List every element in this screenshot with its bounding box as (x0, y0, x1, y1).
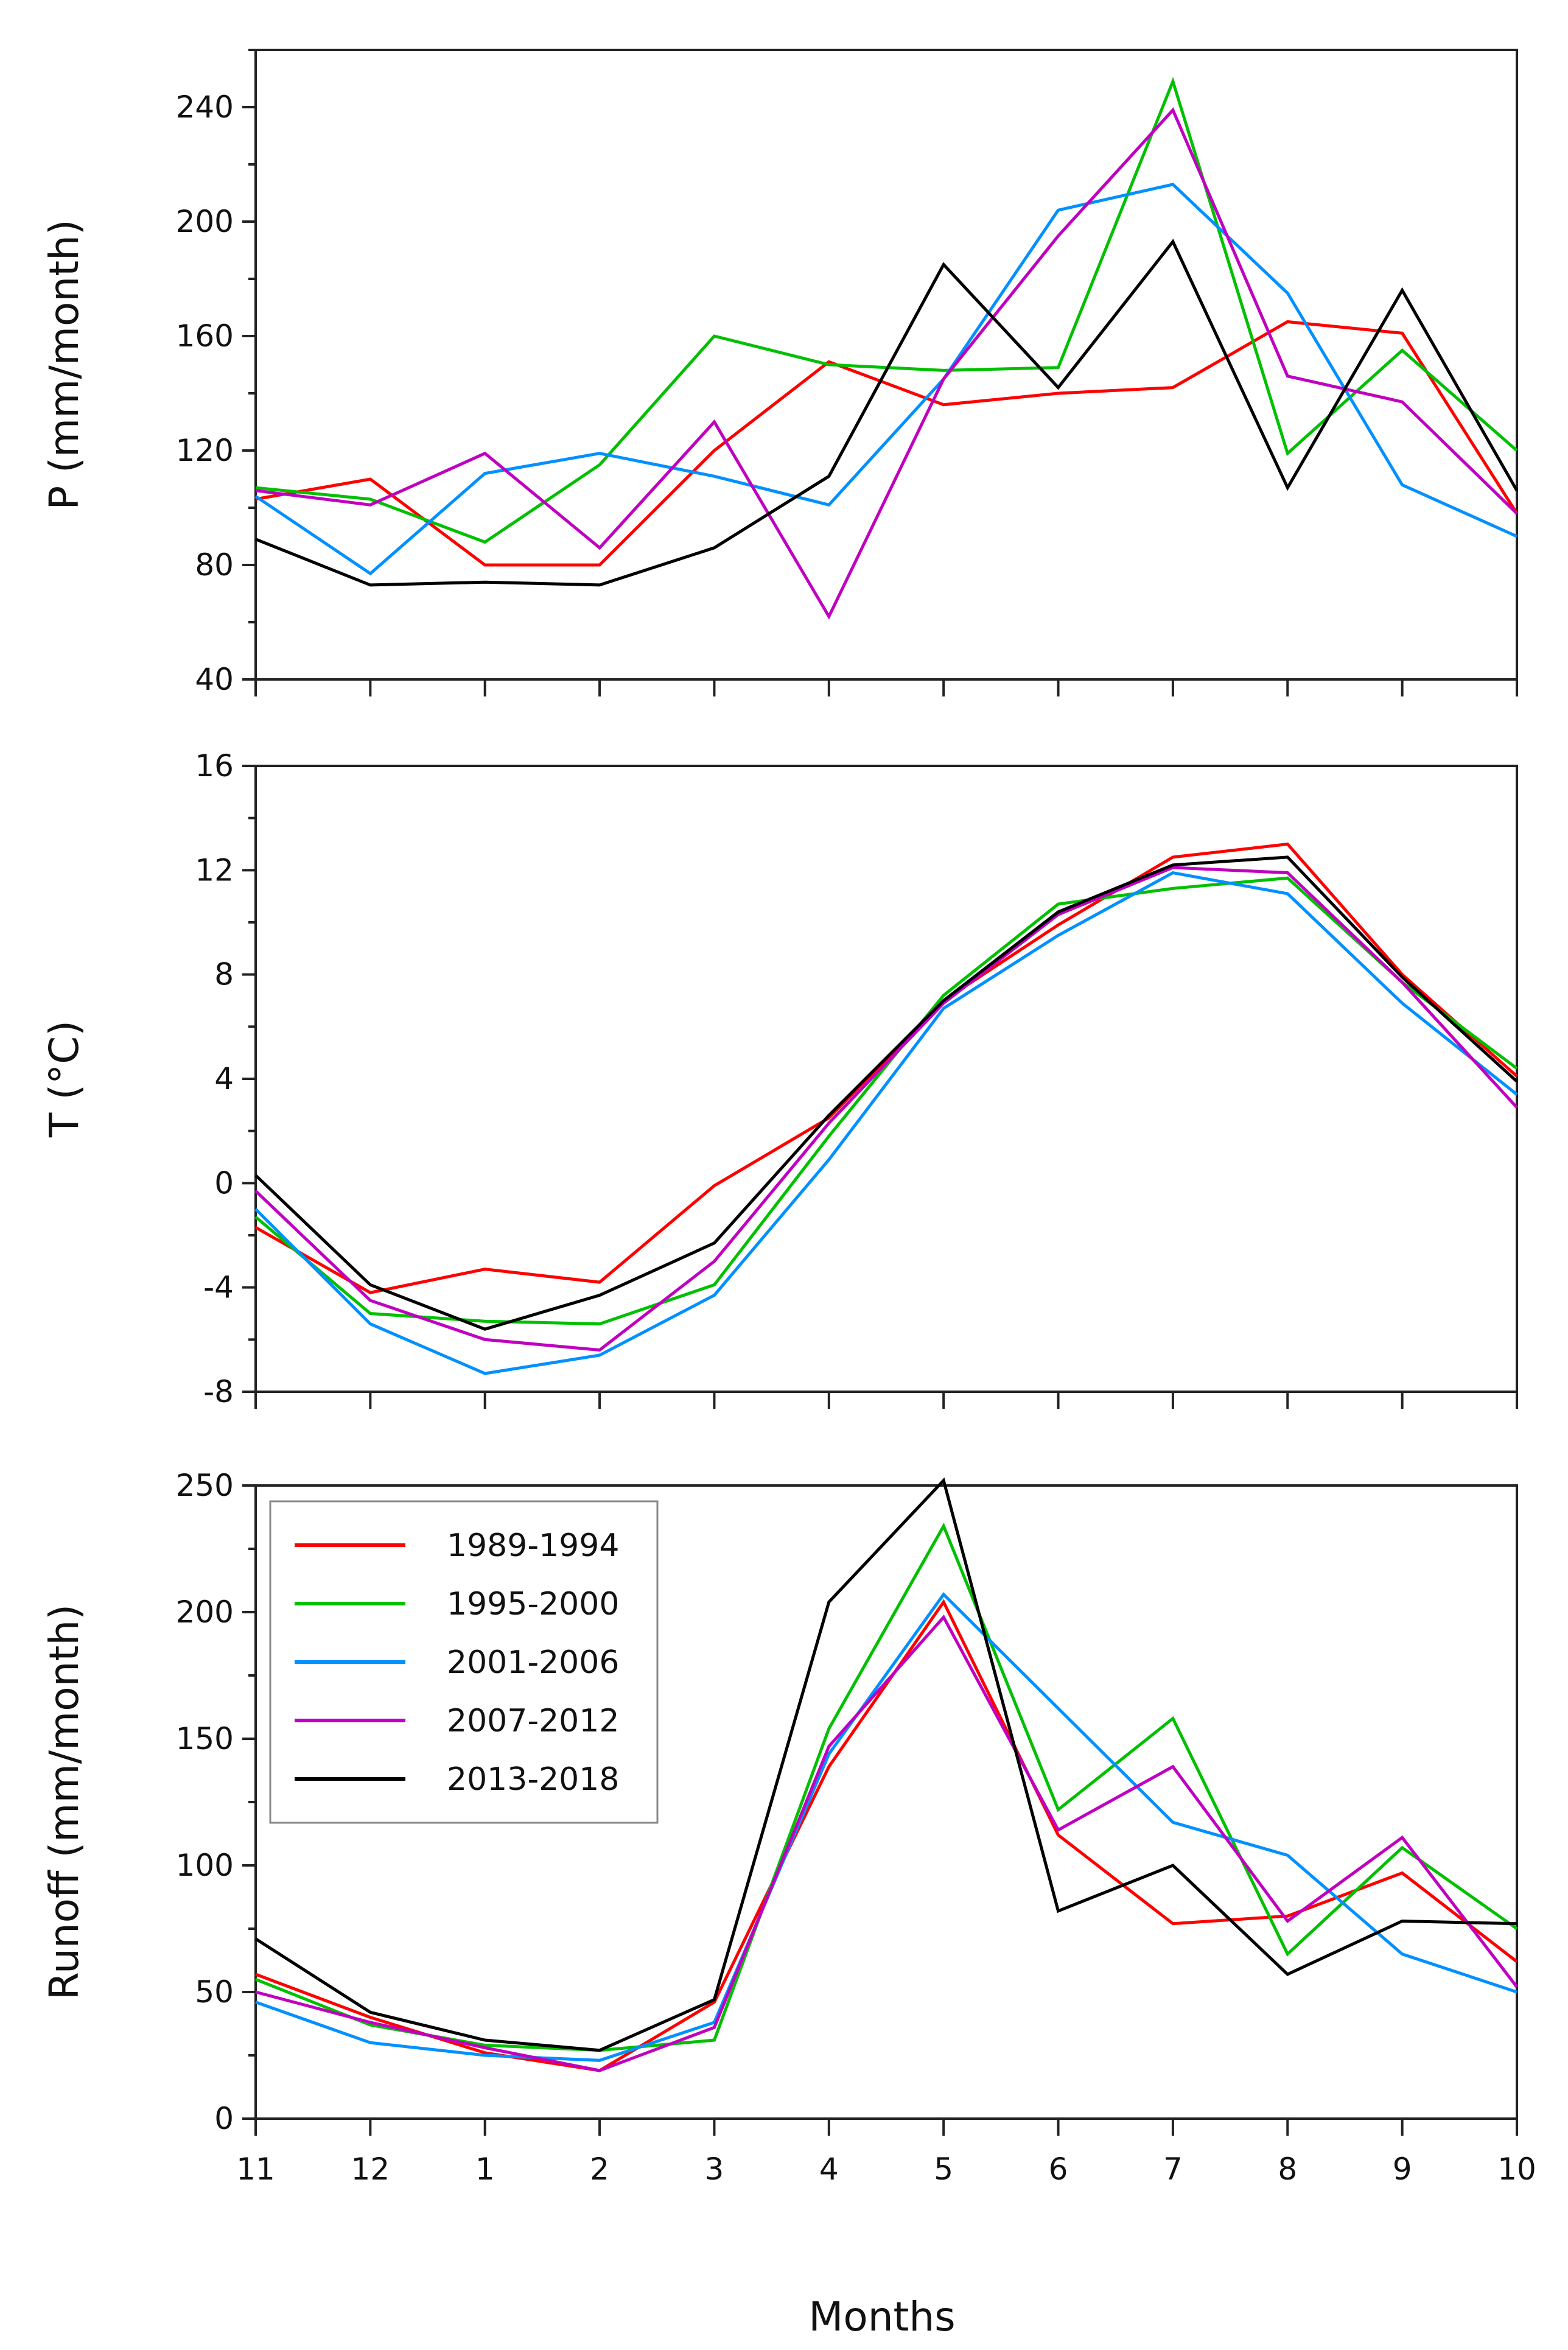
y-axis-label: T (°C) (41, 1020, 88, 1138)
x-tick-label: 10 (1497, 2152, 1536, 2187)
y-tick-label: 0 (214, 1165, 234, 1201)
y-tick-label: -4 (203, 1270, 234, 1305)
y-tick-label: 80 (195, 547, 234, 583)
x-tick-label: 8 (1278, 2152, 1297, 2187)
x-tick-label: 2 (590, 2152, 609, 2187)
series-line-2001-2006 (254, 871, 1518, 1375)
y-tick-label: 160 (176, 318, 234, 354)
x-tick-label: 9 (1393, 2152, 1412, 2187)
x-tick-label: 11 (236, 2152, 275, 2187)
legend-label: 2013-2018 (447, 1761, 619, 1798)
series-line-2013-2018 (254, 855, 1518, 1331)
y-tick-label: 150 (176, 1721, 234, 1756)
y-tick-label: 16 (195, 748, 234, 784)
series-line-2013-2018 (255, 239, 1519, 587)
legend-label: 2001-2006 (447, 1644, 619, 1681)
legend: 1989-1994 1995-2000 2001-2006 2007-2012 2013… (269, 1500, 659, 1824)
y-tick-label: 8 (214, 957, 234, 992)
series-line-2001-2006 (254, 183, 1518, 576)
series-line-2007-2012 (255, 107, 1518, 620)
legend-label: 2007-2012 (447, 1703, 619, 1739)
y-tick-label: 40 (195, 662, 234, 697)
y-tick-label: 100 (176, 1848, 234, 1883)
series-line-2007-2012 (255, 1614, 1518, 2072)
x-tick-label: 3 (705, 2152, 724, 2187)
plot-frame (254, 49, 1518, 681)
x-tick-label: 7 (1163, 2152, 1183, 2187)
x-tick-label: 1 (475, 2152, 495, 2187)
chart-panel-1: 40 80 120 160 200 240 P (mm/month) (41, 49, 1519, 697)
y-tick-label: 120 (176, 433, 234, 468)
x-tick-label: 4 (819, 2152, 839, 2187)
series-line-1995-2000 (255, 1522, 1518, 2052)
y-tick-label: 250 (176, 1468, 234, 1503)
y-tick-label: 4 (214, 1061, 234, 1096)
y-tick-label: 200 (176, 1594, 234, 1630)
y-tick-label: 0 (214, 2101, 234, 2136)
legend-label: 1989-1994 (447, 1528, 619, 1564)
y-tick-label: 12 (195, 852, 234, 888)
chart-panel-2: -8 -4 0 4 8 12 16 T (°C) (41, 748, 1518, 1409)
x-tick-label: 12 (351, 2152, 390, 2187)
legend-label: 1995-2000 (447, 1586, 619, 1622)
series-line-1995-2000 (254, 876, 1518, 1326)
series-line-2013-2018 (254, 1477, 1517, 2052)
y-tick-label: 50 (195, 1974, 234, 2010)
y-tick-label: -8 (203, 1374, 234, 1409)
y-axis-label: Runoff (mm/month) (41, 1604, 88, 2000)
x-tick-label: 5 (934, 2152, 953, 2187)
y-tick-label: 240 (176, 89, 234, 125)
x-axis-label: Months (808, 2293, 955, 2340)
y-axis-label: P (mm/month) (41, 219, 88, 510)
series-line-2007-2012 (254, 866, 1518, 1352)
y-tick-label: 200 (176, 204, 234, 239)
series-line-2001-2006 (255, 1592, 1517, 2062)
x-tick-label: 6 (1049, 2152, 1068, 2187)
